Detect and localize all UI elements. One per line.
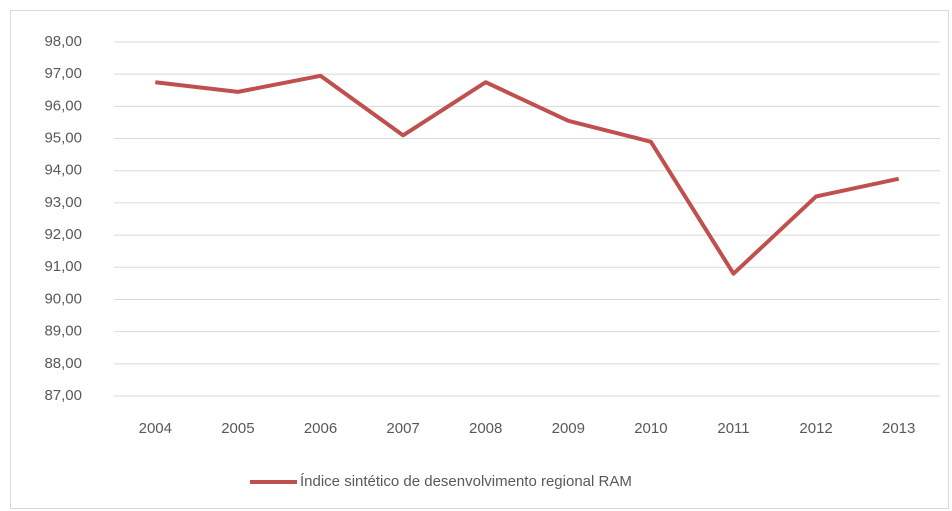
y-tick-label: 90,00 <box>44 290 82 307</box>
x-tick-label: 2007 <box>386 420 419 437</box>
line-series <box>155 73 900 276</box>
x-tick-label: 2010 <box>634 420 667 437</box>
y-tick-label: 98,00 <box>44 33 82 50</box>
y-tick-label: 97,00 <box>44 65 82 82</box>
y-tick-label: 95,00 <box>44 130 82 147</box>
y-tick-label: 89,00 <box>44 323 82 340</box>
legend-label: Índice sintético de desenvolvimento regi… <box>300 473 632 490</box>
y-tick-label: 96,00 <box>44 97 82 114</box>
y-tick-label: 94,00 <box>44 162 82 179</box>
y-tick-label: 93,00 <box>44 194 82 211</box>
y-tick-label: 87,00 <box>44 387 82 404</box>
chart-border <box>10 10 949 509</box>
x-tick-label: 2013 <box>882 420 915 437</box>
x-tick-label: 2008 <box>469 420 502 437</box>
x-tick-label: 2011 <box>717 420 749 437</box>
y-tick-label: 88,00 <box>44 355 82 372</box>
y-tick-label: 92,00 <box>44 226 82 243</box>
x-tick-label: 2009 <box>552 420 585 437</box>
x-tick-label: 2004 <box>139 420 172 437</box>
x-tick-label: 2005 <box>221 420 254 437</box>
y-tick-label: 91,00 <box>44 258 82 275</box>
x-tick-label: 2006 <box>304 420 337 437</box>
x-tick-label: 2012 <box>799 420 832 437</box>
